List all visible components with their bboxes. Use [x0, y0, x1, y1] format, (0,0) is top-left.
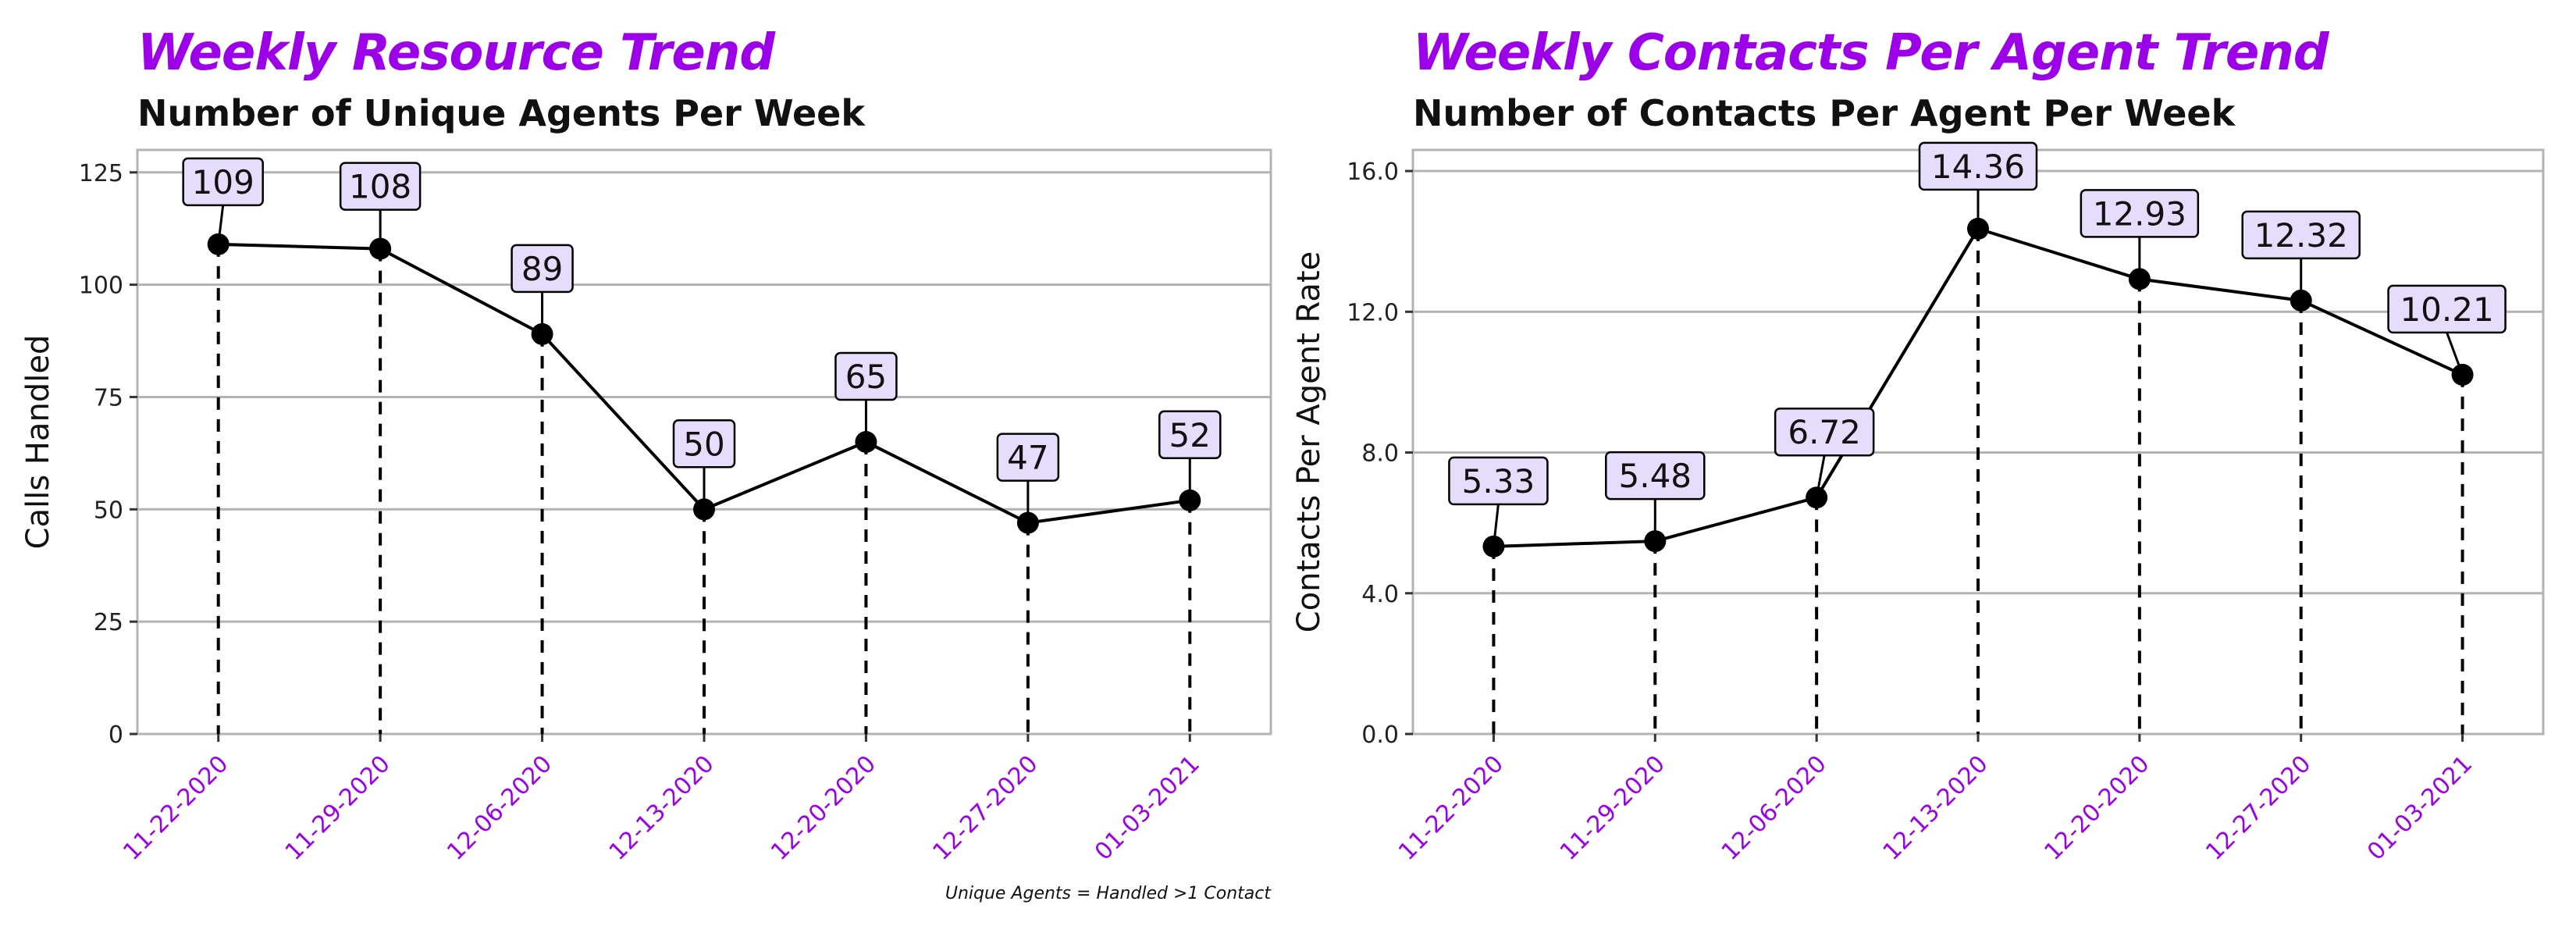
- data-label-box: [2080, 189, 2200, 238]
- x-tick-label: 11-29-2020: [1555, 750, 1670, 866]
- x-tick-label: 12-20-2020: [2039, 750, 2154, 866]
- data-point: [531, 322, 553, 345]
- data-point: [2451, 363, 2474, 386]
- y-tick-label: 16.0: [1347, 159, 1399, 186]
- data-label-box: [1158, 410, 1222, 460]
- data-point: [1016, 511, 1039, 534]
- x-tick-label: 12-13-2020: [604, 750, 720, 866]
- y-tick-label: 0.0: [1361, 721, 1399, 749]
- data-label-box: [834, 351, 898, 401]
- x-tick-label: 12-06-2020: [1717, 750, 1832, 866]
- data-label-box: [1918, 141, 2038, 191]
- data-point: [1482, 535, 1505, 558]
- data-label-box: [1448, 456, 1549, 506]
- x-tick-label: 01-03-2021: [2362, 750, 2478, 866]
- x-tick-label: 12-13-2020: [1878, 750, 1994, 866]
- data-point: [1179, 489, 1201, 511]
- x-tick-label: 12-20-2020: [766, 750, 881, 866]
- x-tick-label: 12-06-2020: [442, 750, 557, 866]
- y-tick-label: 100: [79, 273, 123, 300]
- y-axis-label: Contacts Per Agent Rate: [1291, 251, 1327, 632]
- data-point: [207, 233, 229, 255]
- x-tick-label: 12-27-2020: [927, 750, 1043, 866]
- data-point: [2128, 268, 2151, 290]
- data-label: 47: [1007, 439, 1048, 477]
- y-tick-label: 125: [79, 160, 123, 187]
- data-label-box: [1774, 407, 1875, 457]
- chart-subtitle: Number of Unique Agents Per Week: [137, 92, 865, 134]
- data-label: 108: [349, 168, 411, 206]
- chart-footnote: Unique Agents = Handled >1 Contact: [945, 884, 1271, 903]
- data-point: [1644, 530, 1667, 553]
- chart-panel-resource-trend: Weekly Resource Trend Number of Unique A…: [20, 24, 1272, 903]
- data-point: [693, 498, 715, 521]
- y-tick-label: 4.0: [1361, 581, 1399, 608]
- data-label: 52: [1169, 416, 1211, 454]
- y-tick-label: 8.0: [1361, 440, 1399, 468]
- chart-plot-area: 0 25 50 75 100 125 Calls Handled 11-22-2020 11-2…: [20, 148, 1272, 866]
- data-label: 5.48: [1619, 457, 1692, 495]
- data-label: 65: [845, 358, 887, 396]
- data-label: 12.32: [2254, 216, 2348, 255]
- data-label-box: [2387, 284, 2507, 334]
- data-label-box: [511, 244, 574, 294]
- data-label: 89: [521, 250, 563, 288]
- y-axis-label: Calls Handled: [20, 335, 56, 550]
- data-label: 109: [192, 163, 254, 201]
- data-label-box: [2241, 210, 2361, 260]
- y-tick-label: 50: [94, 497, 123, 524]
- y-tick-label: 12.0: [1347, 299, 1399, 326]
- data-point: [369, 237, 392, 260]
- data-label: 12.93: [2093, 194, 2186, 233]
- data-label-box: [996, 433, 1060, 482]
- chart-subtitle: Number of Contacts Per Agent Per Week: [1413, 92, 2236, 134]
- data-point: [1806, 486, 1828, 509]
- data-point: [2290, 289, 2312, 312]
- x-tick-label: 11-22-2020: [1393, 750, 1509, 866]
- data-label: 5.33: [1462, 462, 1535, 501]
- chart-title: Weekly Resource Trend: [137, 24, 775, 82]
- data-point: [1967, 217, 1989, 240]
- data-label-box: [1605, 451, 1706, 501]
- x-tick-label: 01-03-2021: [1090, 750, 1205, 866]
- data-label: 6.72: [1788, 413, 1861, 451]
- chart-panel-contacts-per-agent-trend: Weekly Contacts Per Agent Trend Number o…: [1288, 0, 2576, 937]
- data-point: [855, 431, 877, 453]
- chart-plot-area: 0.0 4.0 8.0 12.0 16.0 Contacts Per Agent Rate…: [1291, 141, 2545, 866]
- data-label-box: [182, 157, 264, 207]
- y-tick-label: 75: [94, 384, 123, 411]
- y-tick-label: 0: [109, 721, 123, 749]
- x-tick-label: 11-29-2020: [280, 750, 396, 866]
- x-tick-label: 11-22-2020: [118, 750, 233, 866]
- data-label-box: [672, 419, 736, 468]
- x-tick-label: 12-27-2020: [2201, 750, 2316, 866]
- data-label: 50: [683, 425, 724, 463]
- data-label-box: [339, 162, 422, 211]
- data-label: 10.21: [2400, 290, 2493, 329]
- chart-title: Weekly Contacts Per Agent Trend: [1413, 24, 2329, 82]
- y-tick-label: 25: [94, 609, 123, 636]
- data-label: 14.36: [1931, 148, 2025, 186]
